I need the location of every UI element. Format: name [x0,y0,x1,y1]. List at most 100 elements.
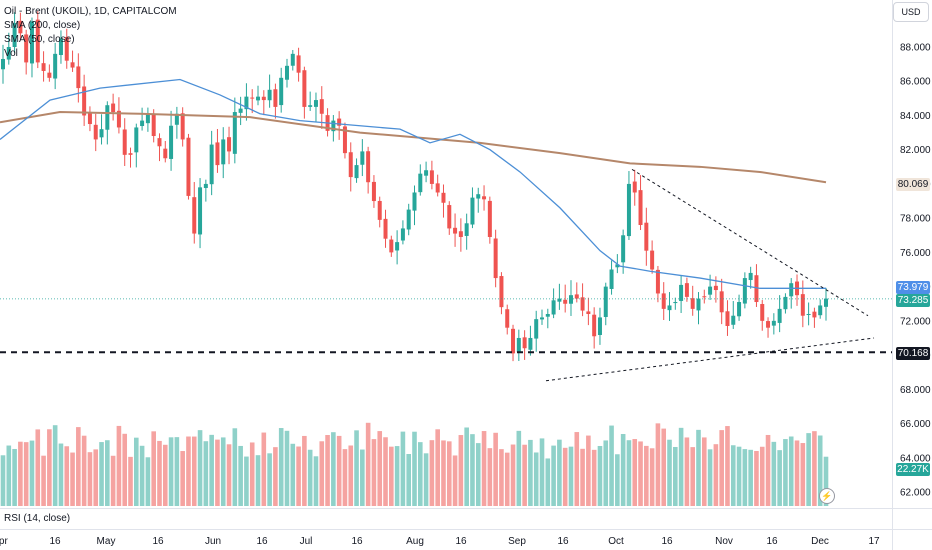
sma200-legend[interactable]: SMA (200, close) [4,20,81,31]
candle-body [540,317,545,320]
volume-bar [574,432,580,506]
x-tick-label: 17 [868,536,880,547]
volume-bar [215,439,220,506]
volume-bar [81,435,87,506]
volume-bar [812,431,817,506]
volume-bar [788,436,794,506]
volume-bar [290,443,296,506]
candle-body [696,298,701,311]
candle-body [603,286,608,318]
volume-bar [313,456,319,506]
volume-bar [545,458,551,506]
volume-bar [655,423,661,506]
candle-body [806,314,811,316]
candle-body [574,294,579,299]
x-tick-label: Jul [300,536,313,547]
candle-body [227,137,232,152]
candle-body [395,242,400,251]
y-tick-label: 82.000 [900,145,931,156]
volume-bar [557,439,562,506]
candle-body [18,20,23,34]
candle-body [244,96,249,110]
candle-body [487,200,492,237]
candle-body [684,283,689,297]
candle-body [592,314,597,337]
candle-body [499,276,504,308]
candle-body [476,194,481,199]
volume-bar [487,448,493,506]
x-tick-label: 16 [455,536,467,547]
volume-bar [180,451,185,506]
candle-body [725,311,730,326]
y-tick-label: 88.000 [900,43,931,54]
volume-bar [446,441,452,506]
y-tick-label: 76.000 [900,248,931,259]
volume-bar [249,442,255,506]
candle-body [360,151,365,165]
volume-bar [220,437,226,506]
candle-body [192,197,197,234]
rsi-pane-label[interactable]: RSI (14, close) [4,513,71,524]
candle-body [673,302,678,304]
volume-legend[interactable]: Vol [4,48,18,59]
volume-bar [203,441,209,506]
currency-button[interactable]: USD [893,2,929,22]
lightning-icon[interactable]: ⚡ [819,488,835,504]
volume-bar [406,454,412,506]
volume-bar [533,452,539,506]
candle-body [679,284,684,301]
candle-body [87,113,92,125]
volume-bar [354,430,359,506]
candle-body [760,304,765,321]
candle-body [308,105,313,107]
candle-body [470,197,475,225]
sma50-legend[interactable]: SMA (50, close) [4,34,75,45]
candle-body [557,298,562,302]
volume-bar [696,429,701,506]
volume-bar [591,449,597,506]
volume-bar [626,440,632,506]
candle-body [76,66,81,89]
volume-bar [730,445,736,506]
volume-bar [400,431,406,506]
candle-body [122,129,127,155]
volume-bar [736,446,742,506]
volume-bar [139,445,145,506]
candle-body [644,222,649,251]
volume-bar [6,445,12,506]
candle-body [128,153,133,155]
volume-bar [128,456,133,506]
volume-bar [325,435,330,506]
volume-bar [174,437,180,506]
volume-bar [464,427,469,506]
candle-body [545,314,550,317]
volume-bar [684,437,690,506]
volume-bar [12,448,17,506]
support-price-tag: 70.168 [896,347,930,360]
volume-bar [783,439,788,506]
volume-bar [551,445,556,506]
volume-bar [47,429,52,506]
volume-bar [232,428,238,506]
volume-bar [725,426,730,506]
volume-bar [470,434,475,506]
y-tick-label: 78.000 [900,214,931,225]
volume-bar [759,446,765,506]
sma50-price-tag: 73.979 [896,281,930,294]
candle-body [412,192,417,211]
volume-bar [817,435,823,506]
x-tick-label: Oct [608,536,624,547]
x-tick-label: 16 [557,536,569,547]
triangle-lower-line [545,337,875,382]
candle-body [505,309,510,328]
symbol-title[interactable]: Oil - Brent (UKOIL), 1D, CAPITALCOM [4,6,177,17]
candle-body [719,291,724,313]
volume-bar [632,439,638,506]
candle-body [163,148,168,159]
volume-bar [23,442,29,506]
candle-body [447,205,452,229]
volume-bar [441,440,446,506]
volume-bar [394,446,400,506]
candle-body [568,295,573,304]
